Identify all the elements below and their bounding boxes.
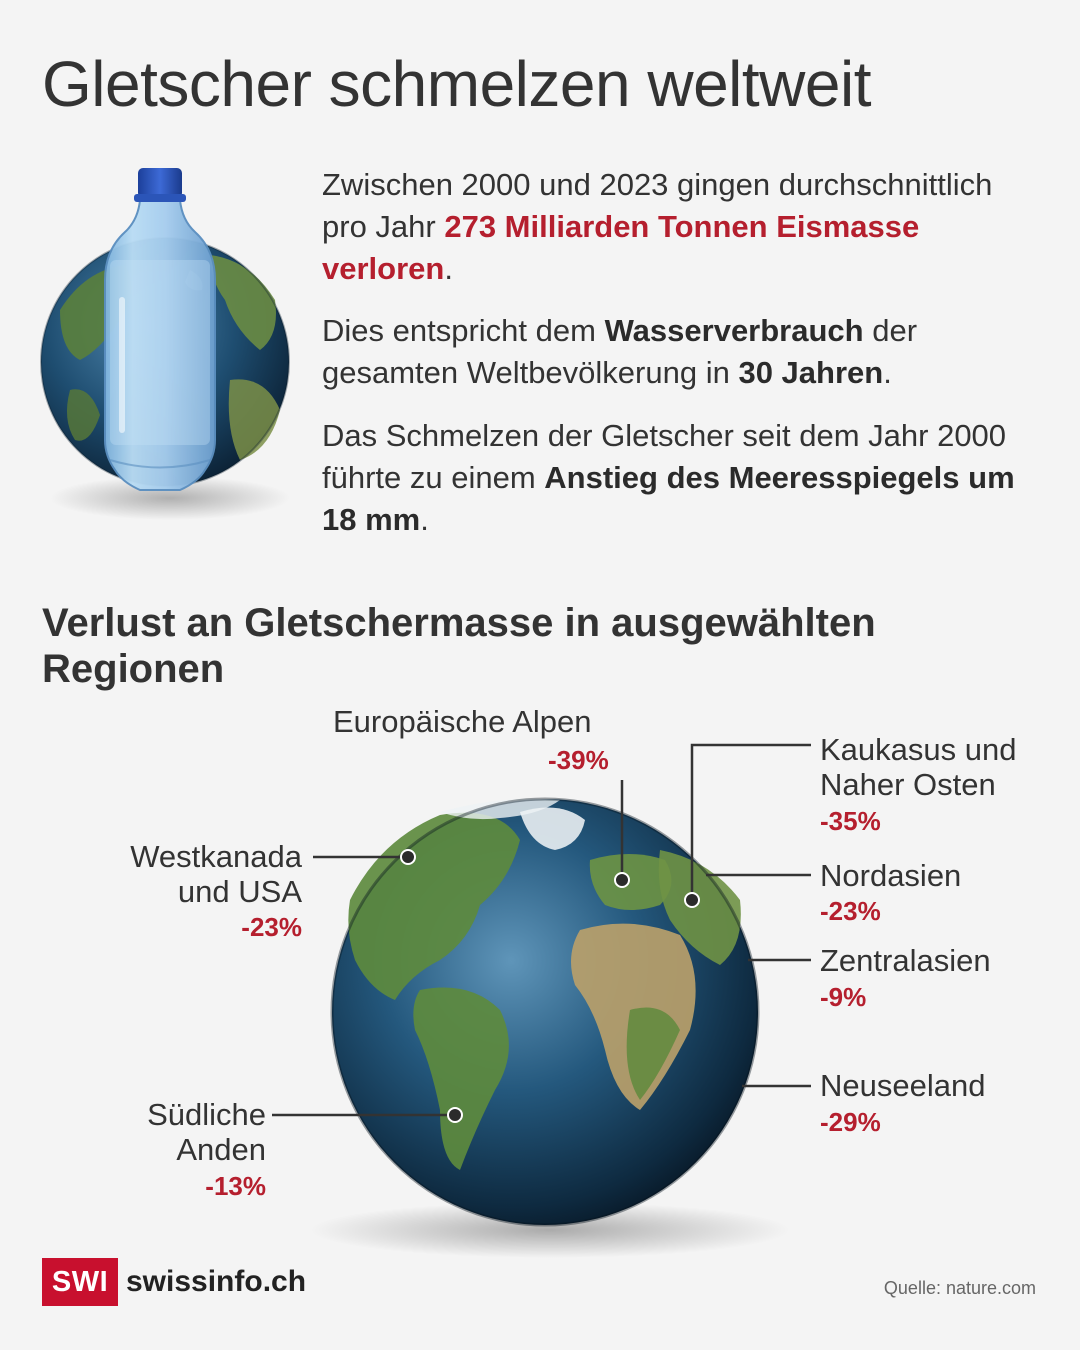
water-bottle-globe-illustration: [40, 168, 290, 520]
intro-paragraph-1: Zwischen 2000 und 2023 gingen durchschni…: [322, 167, 993, 286]
region-pct-zentralasien: -9%: [820, 982, 867, 1012]
region-label-caucasus-1: Kaukasus und: [820, 732, 1017, 767]
marker-anden: [447, 1107, 463, 1123]
intro-paragraph-2: Dies entspricht dem Wasserverbrauch der …: [322, 313, 918, 390]
region-pct-neuseeland: -29%: [820, 1107, 881, 1137]
marker-alps: [614, 872, 630, 888]
region-label-westkanada-2: und USA: [177, 874, 302, 909]
region-label-zentralasien: Zentralasien: [820, 943, 991, 978]
water-bottle-icon: [104, 168, 216, 491]
bold-30-years: 30 Jahren: [738, 355, 884, 390]
region-label-anden-2: Anden: [176, 1132, 266, 1167]
region-label-anden-1: Südliche: [147, 1097, 266, 1132]
source-credit: Quelle: nature.com: [883, 1278, 1036, 1298]
region-pct-alps: -39%: [548, 745, 609, 775]
region-label-neuseeland: Neuseeland: [820, 1068, 986, 1103]
page-title: Gletscher schmelzen weltweit: [42, 48, 871, 120]
region-pct-nordasien: -23%: [820, 896, 881, 926]
section-title: Verlust an Gletschermasse in ausgewählte…: [42, 601, 876, 691]
region-label-caucasus-2: Naher Osten: [820, 767, 996, 802]
region-label-alps: Europäische Alpen: [333, 704, 592, 739]
globe-icon: [330, 797, 760, 1227]
bold-sea-level: Anstieg des Meeresspiegels um 18 mm: [322, 460, 1015, 537]
region-pct-anden: -13%: [205, 1171, 266, 1201]
brand-name: swissinfo.ch: [126, 1265, 307, 1298]
bold-water-consumption: Wasserverbrauch: [604, 313, 864, 348]
marker-caucasus: [684, 892, 700, 908]
region-pct-caucasus: -35%: [820, 806, 881, 836]
region-label-westkanada-1: Westkanada: [130, 839, 302, 874]
leader-line-caucasus: [690, 743, 811, 900]
region-pct-westkanada: -23%: [241, 912, 302, 942]
swi-logo: SWI: [42, 1258, 118, 1306]
highlight-ice-loss: 273 Milliarden Tonnen Eismasse verloren: [322, 209, 920, 286]
marker-westkanada: [400, 849, 416, 865]
region-label-nordasien: Nordasien: [820, 858, 962, 893]
intro-paragraph-3: Das Schmelzen der Gletscher seit dem Jah…: [322, 418, 1015, 537]
